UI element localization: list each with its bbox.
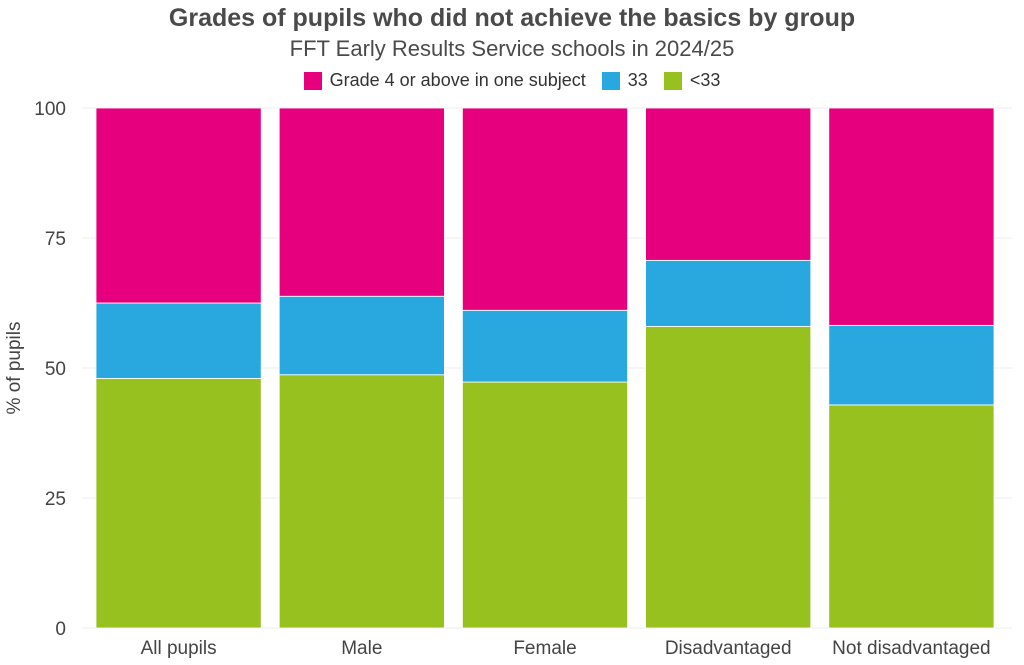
y-tick-label: 75 [45,229,66,250]
legend: Grade 4 or above in one subject 33 <33 [0,70,1024,91]
legend-label-lt33: <33 [689,70,721,90]
x-tick-label: All pupils [141,638,217,659]
bar-segment [461,107,628,311]
x-tick-label: Female [513,638,576,659]
legend-swatch-33 [601,71,620,90]
bar-segment [461,381,628,629]
legend-item-lt33: <33 [663,70,721,91]
legend-item-33: 33 [601,70,648,91]
bar-segment [278,295,445,376]
y-tick-label: 50 [45,359,66,380]
x-tick-label: Male [341,638,382,659]
bar-segment [645,325,812,629]
legend-item-grade4: Grade 4 or above in one subject [303,70,586,91]
legend-swatch-grade4 [303,71,322,90]
bar-segment [278,107,445,297]
y-tick-label: 25 [45,489,66,510]
x-tick-label: Not disadvantaged [832,638,990,659]
bar-segment [828,404,995,629]
bar-segment [828,107,995,326]
chart-subtitle: FFT Early Results Service schools in 202… [289,36,735,61]
y-axis-title: % of pupils [4,322,25,415]
legend-label-grade4: Grade 4 or above in one subject [329,70,586,90]
bar-segment [645,107,812,261]
chart-title: Grades of pupils who did not achieve the… [168,4,856,32]
bar-segment [95,377,262,629]
bar-segment [95,107,262,304]
y-tick-label: 100 [34,99,66,120]
y-tick-label: 0 [55,619,66,640]
legend-swatch-lt33 [663,71,682,90]
bar-segment [828,324,995,406]
x-tick-label: Disadvantaged [665,638,792,659]
bar-segment [95,302,262,379]
bar-segment [461,309,628,383]
bar-segment [278,374,445,629]
bar-segment [645,259,812,327]
legend-label-33: 33 [627,70,648,90]
